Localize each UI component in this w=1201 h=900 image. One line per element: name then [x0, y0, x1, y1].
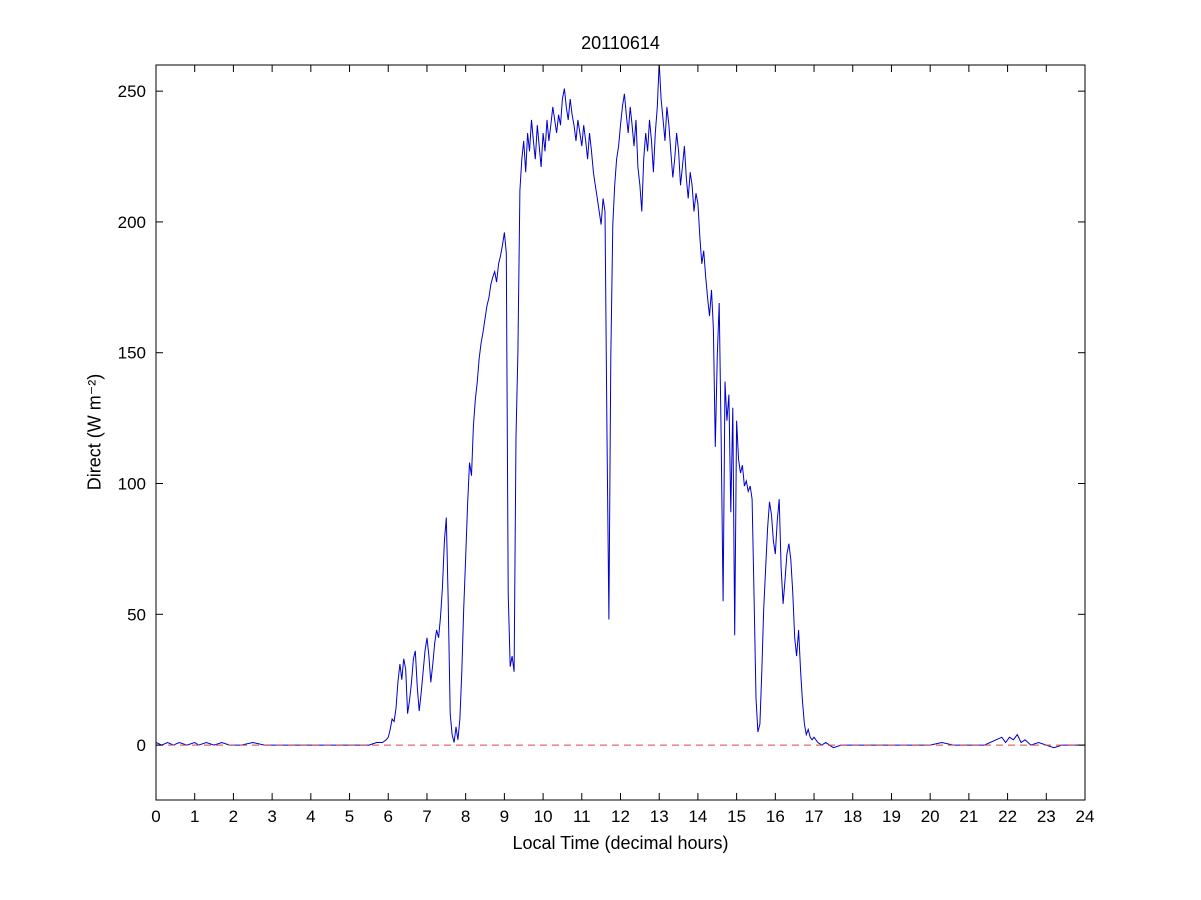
x-tick-label: 22: [998, 807, 1017, 826]
x-tick-label: 10: [534, 807, 553, 826]
y-tick-label: 50: [127, 605, 146, 624]
x-tick-label: 7: [422, 807, 431, 826]
axes-box: [155, 64, 1086, 801]
x-tick-label: 20: [921, 807, 940, 826]
x-tick-label: 9: [500, 807, 509, 826]
x-tick-label: 17: [805, 807, 824, 826]
y-tick-label: 250: [118, 82, 146, 101]
x-axis-label: Local Time (decimal hours): [512, 833, 729, 853]
x-tick-label: 13: [650, 807, 669, 826]
x-tick-label: 12: [611, 807, 630, 826]
x-tick-label: 11: [573, 807, 591, 826]
x-tick-label: 23: [1037, 807, 1056, 826]
y-tick-label: 200: [118, 213, 146, 232]
x-tick-label: 0: [151, 807, 160, 826]
x-tick-label: 19: [882, 807, 901, 826]
x-tick-label: 4: [306, 807, 315, 826]
x-tick-label: 14: [688, 807, 707, 826]
x-tick-label: 2: [229, 807, 238, 826]
x-tick-label: 5: [345, 807, 354, 826]
y-tick-label: 0: [137, 736, 146, 755]
y-tick-label: 100: [118, 475, 146, 494]
x-tick-label: 3: [267, 807, 276, 826]
x-tick-label: 6: [384, 807, 393, 826]
x-tick-label: 18: [843, 807, 862, 826]
x-tick-label: 16: [766, 807, 785, 826]
y-tick-label: 150: [118, 344, 146, 363]
x-tick-label: 15: [727, 807, 746, 826]
series-direct-irradiance: [156, 65, 1085, 749]
x-tick-label: 21: [959, 807, 978, 826]
x-tick-label: 8: [461, 807, 470, 826]
chart-title: 20110614: [581, 33, 660, 53]
x-tick-label: 1: [190, 807, 199, 826]
x-tick-label: 24: [1076, 807, 1095, 826]
